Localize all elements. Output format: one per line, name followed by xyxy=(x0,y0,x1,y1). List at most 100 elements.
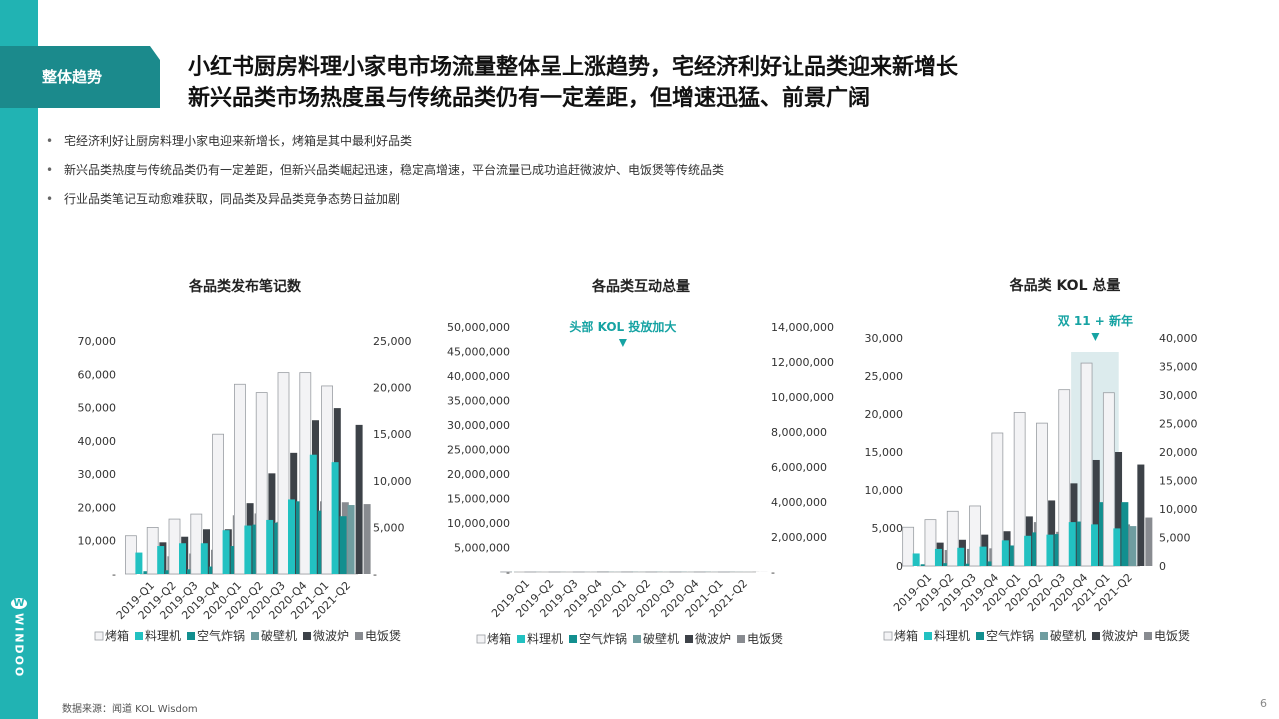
y-axis-tick-label: 20,000 xyxy=(78,501,117,514)
bar-oven xyxy=(255,392,268,575)
legend-swatch xyxy=(517,635,525,643)
bar-oven xyxy=(902,526,915,567)
legend-label: 破壁机 xyxy=(643,631,679,646)
y-axis-tick-label: 15,000,000 xyxy=(447,493,510,506)
bar-series-3 xyxy=(347,505,355,574)
bar-oven xyxy=(946,510,959,567)
y2-axis-tick-label: 15,000 xyxy=(1159,475,1198,488)
bar-series-1 xyxy=(135,552,143,574)
legend-label: 微波炉 xyxy=(313,629,349,643)
bar-oven xyxy=(212,433,225,575)
legend-label: 烤箱 xyxy=(487,631,511,646)
bar-series-2 xyxy=(942,563,950,566)
y-axis-tick-label: 10,000 xyxy=(78,535,117,548)
legend-label: 料理机 xyxy=(145,629,181,643)
bar-series-2 xyxy=(1009,545,1017,566)
y2-axis-tick-label: 40,000 xyxy=(1159,332,1198,345)
legend-swatch xyxy=(924,632,932,640)
chart-3-title: 各品类 KOL 总量 xyxy=(1009,278,1121,294)
y2-axis-tick-label: 35,000 xyxy=(1159,361,1198,374)
y-axis-tick-label: 40,000,000 xyxy=(447,370,510,383)
y-axis-tick-label: - xyxy=(506,566,510,579)
bar-series-1 xyxy=(979,546,987,566)
bar-oven xyxy=(1058,389,1071,567)
legend-label: 空气炸锅 xyxy=(579,631,627,646)
legend-label: 烤箱 xyxy=(894,628,918,643)
y2-axis-tick-label: - xyxy=(771,566,775,579)
y2-axis-tick-label: 10,000,000 xyxy=(771,391,834,404)
y-axis-tick-label: 10,000,000 xyxy=(447,517,510,530)
y2-axis-tick-label: 20,000 xyxy=(373,382,412,395)
y2-axis-tick-label: 15,000 xyxy=(373,428,412,441)
legend-label: 空气炸锅 xyxy=(197,628,245,643)
sidebar-band: W WINDOO xyxy=(0,0,38,719)
legend-swatch xyxy=(1092,632,1100,640)
bar-series-1 xyxy=(1024,535,1032,566)
bar-series-2 xyxy=(965,563,973,566)
legend-label: 电饭煲 xyxy=(747,631,783,646)
y2-axis-tick-label: 2,000,000 xyxy=(771,531,827,544)
legend-swatch xyxy=(737,635,745,643)
legend-swatch xyxy=(251,632,259,640)
legend-label: 微波炉 xyxy=(695,632,731,646)
y-axis-tick-label: 30,000 xyxy=(78,468,117,481)
y-axis-tick-label: 20,000 xyxy=(865,408,904,421)
y-axis-tick-label: 10,000 xyxy=(865,484,904,497)
y-axis-tick-label: 20,000,000 xyxy=(447,468,510,481)
headline-line-1: 小红书厨房料理小家电市场流量整体呈上涨趋势，宅经济利好让品类迎来新增长 xyxy=(188,55,959,80)
bar-series-1 xyxy=(912,553,920,566)
brand-mark-icon: W xyxy=(11,598,27,609)
legend-swatch xyxy=(94,631,104,641)
y2-axis-tick-label: 25,000 xyxy=(373,335,412,348)
bar-series-1 xyxy=(1046,534,1054,566)
bar-oven xyxy=(924,519,937,567)
y2-axis-tick-label: 10,000 xyxy=(373,475,412,488)
bar-series-1 xyxy=(266,519,274,574)
y2-axis-tick-label: 0 xyxy=(1159,560,1166,573)
bar-oven xyxy=(1013,412,1026,567)
legend-swatch xyxy=(569,635,577,643)
chart-1-title: 各品类发布笔记数 xyxy=(189,279,301,295)
bar-series-1 xyxy=(1113,528,1121,566)
y-axis-tick-label: 40,000 xyxy=(78,435,117,448)
bar-oven xyxy=(233,383,246,575)
bar-series-2 xyxy=(1121,502,1129,566)
y2-axis-tick-label: 5,000 xyxy=(1159,532,1191,545)
legend-swatch xyxy=(883,631,893,641)
legend-swatch xyxy=(976,632,984,640)
annotation-label: 头部 KOL 投放加大 xyxy=(569,319,676,334)
legend-swatch xyxy=(633,635,641,643)
legend-label: 空气炸锅 xyxy=(986,628,1034,643)
bar-series-2 xyxy=(987,561,995,566)
bar-series-4 xyxy=(1048,500,1056,566)
legend-label: 破壁机 xyxy=(1050,628,1086,643)
page-title: 小红书厨房料理小家电市场流量整体呈上涨趋势，宅经济利好让品类迎来新增长 新兴品类… xyxy=(188,52,958,114)
bar-series-1 xyxy=(157,546,165,574)
bar-oven xyxy=(321,385,334,575)
y-axis-tick-label: 15,000 xyxy=(865,446,904,459)
legend-label: 电饭煲 xyxy=(365,628,401,643)
legend-label: 微波炉 xyxy=(1102,629,1138,643)
y-axis-tick-label: - xyxy=(112,568,116,581)
bar-oven xyxy=(125,535,137,575)
legend-swatch xyxy=(187,632,195,640)
legend-swatch xyxy=(303,632,311,640)
legend-label: 破壁机 xyxy=(261,628,297,643)
bar-series-3 xyxy=(1129,526,1137,566)
annotation-label: 双 11 + 新年 xyxy=(1058,313,1133,328)
annotation-arrow-icon xyxy=(618,339,627,347)
bar-series-1 xyxy=(200,543,208,574)
y-axis-tick-label: 0 xyxy=(896,560,903,573)
bar-series-1 xyxy=(934,548,942,566)
bullet-item: • 宅经济利好让厨房料理小家电迎来新增长，烤箱是其中最利好品类 xyxy=(46,134,413,148)
bar-oven xyxy=(190,513,203,575)
bullet-item: • 新兴品类热度与传统品类仍有一定差距，但新兴品类崛起迅速，稳定高增速，平台流量已… xyxy=(46,163,725,177)
bar-series-1 xyxy=(222,530,230,574)
legend-label: 料理机 xyxy=(527,632,563,646)
brand-text: WINDOO xyxy=(12,613,26,679)
legend-swatch xyxy=(685,635,693,643)
bar-series-1 xyxy=(309,454,317,574)
y2-axis-tick-label: 30,000 xyxy=(1159,389,1198,402)
y-axis-tick-label: 70,000 xyxy=(78,335,117,348)
section-tag: 整体趋势 xyxy=(0,46,160,108)
